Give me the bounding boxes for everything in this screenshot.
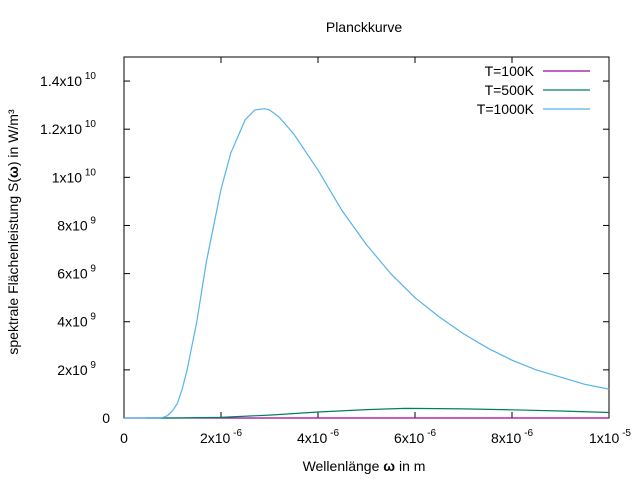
series-lines xyxy=(124,108,610,419)
y-tick-label: 1.4x10 10 xyxy=(40,71,96,89)
x-axis-label-symbol: ω xyxy=(383,458,395,474)
y-axis-label: spektrale Flächenleistung S(ω) in W/m³ xyxy=(5,109,21,355)
series-line-t-1000k xyxy=(124,108,610,419)
series-line-t-500k xyxy=(145,407,610,419)
legend-label: T=1000K xyxy=(477,101,535,117)
svg-text:spektrale Flächenleistung S(ω): spektrale Flächenleistung S(ω) in W/m³ xyxy=(5,109,21,355)
chart-title: Planckkurve xyxy=(326,19,402,35)
y-axis-label-symbol: ω xyxy=(5,166,21,178)
y-tick-label: 4x10 9 xyxy=(57,312,96,330)
legend-label: T=500K xyxy=(485,82,535,98)
y-tick-label: 0 xyxy=(102,410,110,426)
y-tick-label: 1.2x10 10 xyxy=(40,119,96,137)
x-axis-label-post: in m xyxy=(395,458,425,474)
x-axis-label: Wellenlänge ω in m xyxy=(303,458,426,474)
axis-ticks: 0 2x10 -6 4x10 -6 6x10 -6 8x10 -6 1x10 -5 0 2x1… xyxy=(40,57,631,446)
svg-text:Wellenlänge ω in m: Wellenlänge ω in m xyxy=(303,458,426,474)
y-axis-label-pre: spektrale Flächenleistung S( xyxy=(5,178,21,355)
y-tick-label: 6x10 9 xyxy=(57,264,96,282)
x-tick-label: 6x10 -6 xyxy=(394,428,436,446)
y-tick-label: 1x10 10 xyxy=(52,167,97,185)
x-tick-label: 2x10 -6 xyxy=(200,428,242,446)
x-axis-label-pre: Wellenlänge xyxy=(303,458,384,474)
y-tick-label: 8x10 9 xyxy=(57,215,96,233)
legend: T=100K T=500K T=1000K xyxy=(477,63,590,117)
legend-label: T=100K xyxy=(485,63,535,79)
y-tick-label: 2x10 9 xyxy=(57,360,96,378)
x-tick-label: 0 xyxy=(120,430,128,446)
plot-border xyxy=(123,56,610,419)
x-tick-label: 1x10 -5 xyxy=(589,428,631,446)
x-tick-label: 4x10 -6 xyxy=(297,428,339,446)
y-axis-label-post: ) in W/m³ xyxy=(5,109,21,166)
x-tick-label: 8x10 -6 xyxy=(491,428,533,446)
